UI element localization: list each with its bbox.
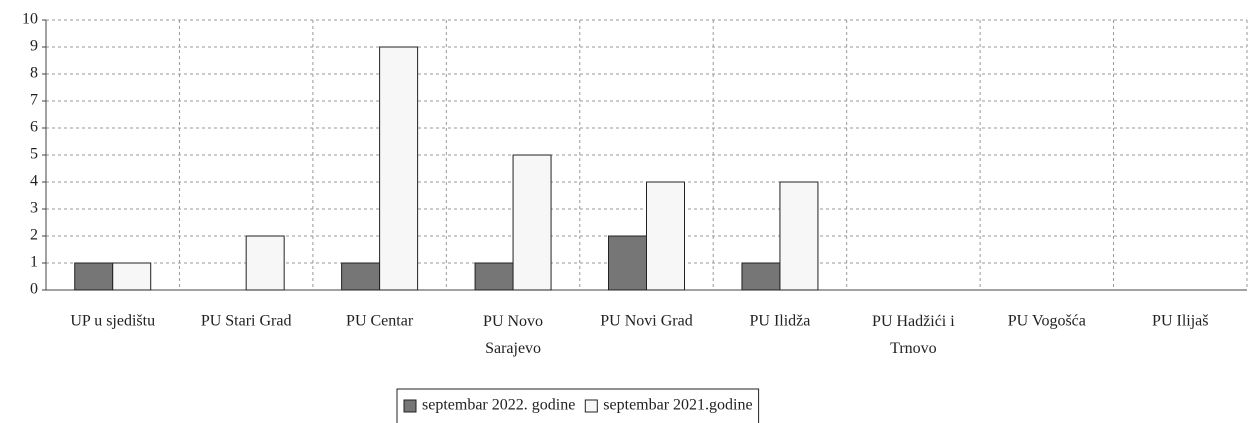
y-tick-label: 7 [30, 92, 38, 109]
bar [474, 262, 514, 291]
bar [379, 46, 419, 291]
y-tick-label: 2 [30, 227, 38, 244]
y-tick-label: 1 [30, 254, 38, 271]
y-tick-label: 6 [30, 119, 38, 136]
x-tick-label: PU Novo Sarajevo [483, 313, 543, 357]
y-tick-label: 5 [30, 146, 38, 163]
y-tick-label: 3 [30, 200, 38, 217]
x-tick-label: PU Ilijaš [1152, 313, 1208, 330]
bar [608, 235, 647, 291]
x-tick-label-line: Trnovo [890, 340, 937, 357]
legend-swatch [584, 399, 598, 413]
y-tick-label: 4 [30, 173, 38, 190]
legend: septembar 2022. godine septembar 2021.god… [396, 388, 760, 423]
y-tick-label: 8 [30, 65, 38, 82]
x-tick-label: PU Centar [346, 313, 414, 330]
y-tick-label: 10 [22, 11, 38, 28]
x-tick-label-line: PU Novo [483, 313, 543, 330]
bar [112, 262, 152, 291]
x-tick-label: UP u sjedištu [70, 313, 155, 330]
bar [741, 262, 781, 291]
legend-label: septembar 2021.godine [603, 397, 752, 414]
x-tick-label: PU Novi Grad [600, 313, 692, 330]
x-tick-label-line: PU Hadžići i [872, 313, 955, 330]
bar [341, 262, 381, 291]
legend-swatch [403, 399, 417, 413]
x-tick-label: PU Stari Grad [201, 313, 292, 330]
legend-label: septembar 2022. godine [422, 397, 575, 414]
x-tick-label: PU Ilidža [750, 313, 811, 330]
x-tick-label: PU Vogošća [1008, 313, 1086, 330]
x-tick-label: PU Hadžići i Trnovo [872, 313, 955, 357]
bar [74, 262, 114, 291]
bar [779, 181, 819, 291]
x-tick-label-line: Sarajevo [485, 340, 541, 357]
bar [512, 154, 552, 291]
y-tick-label: 9 [30, 38, 38, 55]
y-tick-label: 0 [30, 281, 38, 298]
bar [245, 235, 285, 291]
bar [646, 181, 685, 291]
legend-box [396, 388, 760, 423]
